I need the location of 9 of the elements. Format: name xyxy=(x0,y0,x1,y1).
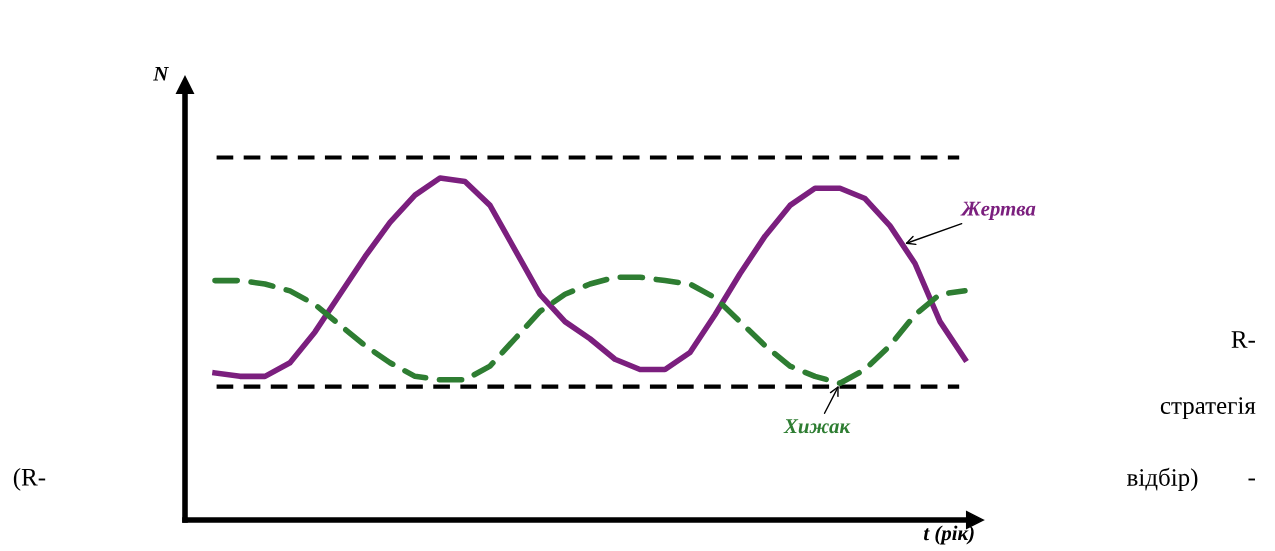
y-axis-title: N xyxy=(153,66,169,81)
x-axis-title: t (рік) xyxy=(924,525,974,545)
text: стратегія xyxy=(1160,397,1256,420)
text: (R- xyxy=(13,468,46,491)
series-label: Хижак xyxy=(783,419,851,434)
text: Жертва xyxy=(960,201,1036,220)
text: - xyxy=(1248,478,1255,481)
text: R- xyxy=(1231,331,1255,348)
text: відбір) xyxy=(1127,467,1198,491)
